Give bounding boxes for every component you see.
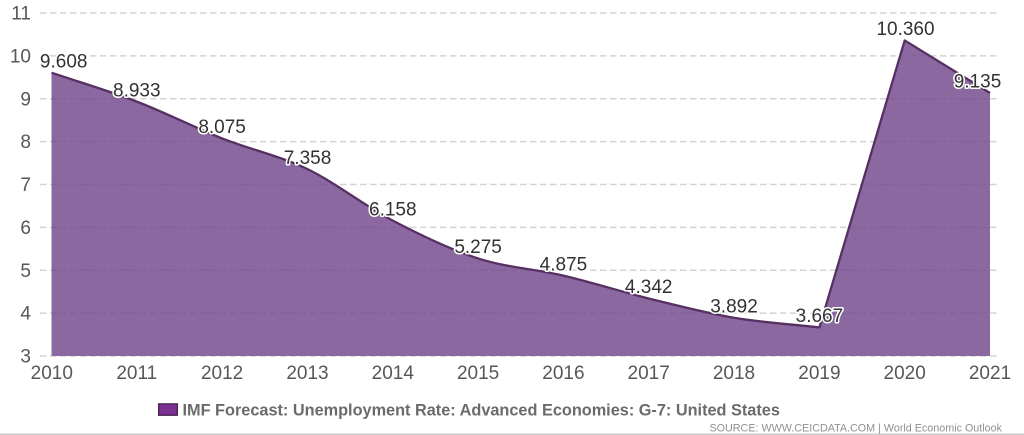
svg-text:2021: 2021: [969, 363, 1011, 384]
svg-text:9.608: 9.608: [40, 51, 88, 72]
svg-text:2013: 2013: [286, 363, 328, 384]
svg-text:8.075: 8.075: [198, 117, 246, 138]
svg-text:7.358: 7.358: [284, 148, 332, 169]
svg-text:3.892: 3.892: [710, 297, 758, 318]
svg-text:9: 9: [20, 89, 31, 110]
svg-text:4.342: 4.342: [625, 277, 673, 298]
svg-text:2017: 2017: [628, 363, 670, 384]
svg-text:5.275: 5.275: [454, 237, 502, 258]
svg-text:8: 8: [20, 132, 31, 153]
svg-text:4.875: 4.875: [540, 254, 588, 275]
svg-text:10.360: 10.360: [876, 19, 934, 40]
svg-text:8.933: 8.933: [113, 80, 161, 101]
svg-text:2020: 2020: [884, 363, 926, 384]
svg-text:2016: 2016: [542, 363, 584, 384]
svg-text:11: 11: [11, 4, 31, 25]
svg-text:2012: 2012: [201, 363, 243, 384]
svg-text:4: 4: [20, 304, 31, 325]
svg-text:9.135: 9.135: [954, 72, 1002, 93]
svg-text:IMF Forecast: Unemployment Rat: IMF Forecast: Unemployment Rate: Advance…: [183, 402, 780, 420]
svg-text:3.667: 3.667: [796, 306, 844, 327]
svg-text:7: 7: [20, 175, 31, 196]
svg-text:2019: 2019: [798, 363, 840, 384]
svg-text:2011: 2011: [116, 363, 157, 384]
svg-text:2010: 2010: [31, 363, 73, 384]
svg-text:2015: 2015: [457, 363, 499, 384]
svg-text:2014: 2014: [372, 363, 415, 384]
svg-text:6.158: 6.158: [369, 199, 417, 220]
svg-text:3: 3: [20, 347, 31, 368]
svg-text:6: 6: [20, 218, 31, 239]
svg-text:SOURCE: WWW.CEICDATA.COM | Wor: SOURCE: WWW.CEICDATA.COM | World Economi…: [710, 422, 1003, 434]
svg-text:2018: 2018: [713, 363, 755, 384]
svg-text:10: 10: [10, 46, 31, 67]
svg-text:5: 5: [20, 261, 31, 282]
